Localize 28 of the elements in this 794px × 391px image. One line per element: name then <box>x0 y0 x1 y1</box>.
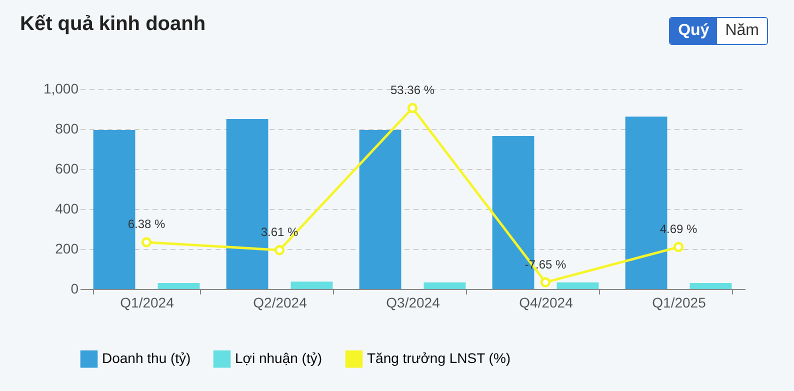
period-toggle: Quý Năm <box>669 17 768 45</box>
y-tick-label: 400 <box>55 200 79 216</box>
x-tick-label: Q4/2024 <box>519 294 574 310</box>
x-tick-label: Q2/2024 <box>253 294 308 310</box>
y-tick-label: 1,000 <box>43 80 79 96</box>
bar <box>556 282 599 289</box>
x-tick-label: Q3/2024 <box>386 294 440 310</box>
x-tick-label: Q1/2024 <box>120 294 174 310</box>
legend-label: Tăng trưởng LNST (%) <box>367 350 511 366</box>
point <box>540 277 551 288</box>
bar <box>424 282 466 289</box>
point <box>673 242 684 252</box>
legend-label: Doanh thu (tỷ) <box>102 350 191 366</box>
y-tick-label: 200 <box>55 240 79 256</box>
data-label: 53.36 % <box>390 82 435 97</box>
point <box>407 102 418 114</box>
y-tick-label: 0 <box>70 280 79 296</box>
legend-label: Lợi nhuận (tỷ) <box>235 350 322 366</box>
point <box>141 237 152 248</box>
x-tick-label: Q1/2025 <box>652 294 706 310</box>
bar <box>290 282 333 289</box>
y-tick-label: 800 <box>55 120 79 136</box>
chart-title: Kết quả kinh doanh <box>20 13 206 35</box>
y-tick-label: 600 <box>55 160 79 176</box>
point <box>274 245 285 256</box>
bar <box>158 283 200 289</box>
bar <box>359 130 402 289</box>
bar <box>690 283 732 289</box>
